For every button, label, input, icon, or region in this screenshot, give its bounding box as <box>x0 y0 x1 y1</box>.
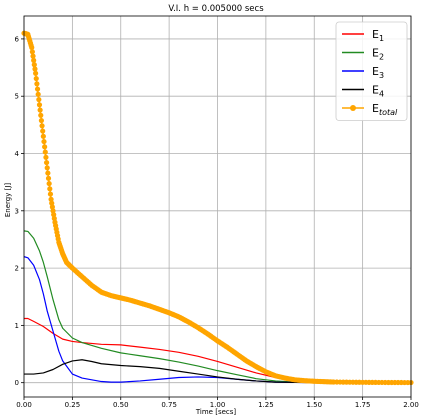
grid <box>23 16 412 397</box>
data-point <box>30 53 36 59</box>
data-point <box>46 180 52 187</box>
x-tick-label: 1.00 <box>210 401 226 409</box>
chart-title: V.I. h = 0.005000 secs <box>168 4 264 14</box>
legend-label-base: E <box>372 47 379 60</box>
legend-label-subscript: 2 <box>379 53 384 62</box>
series-line <box>23 230 412 384</box>
legend-box <box>335 21 408 121</box>
series-line <box>24 359 412 384</box>
x-tick-label: 0.75 <box>161 401 177 409</box>
legend-marker <box>350 105 356 111</box>
data-point <box>47 186 53 192</box>
data-point <box>51 212 57 218</box>
x-tick-label: 0.00 <box>16 401 32 409</box>
legend-label: E4 <box>372 84 384 99</box>
data-point <box>45 170 51 176</box>
legend-label: E3 <box>372 65 384 80</box>
x-tick-label: 0.25 <box>65 401 81 409</box>
data-point <box>38 117 45 124</box>
data-point <box>42 144 48 150</box>
x-ticks: 0.00 0.25 0.50 0.75 1.00 1.25 1.50 1.75 2.00 <box>16 397 419 409</box>
data-point <box>40 128 46 134</box>
y-tick-label: 6 <box>15 35 20 43</box>
data-point <box>45 175 52 181</box>
data-point <box>36 102 43 108</box>
y-tick-label: 4 <box>15 150 20 158</box>
data-point <box>29 49 35 55</box>
legend-label: E1 <box>372 28 384 43</box>
data-point <box>32 66 38 72</box>
data-point <box>37 107 43 113</box>
legend-label-base: E <box>372 102 379 115</box>
data-point <box>38 112 44 118</box>
legend-item: E3 <box>342 65 384 80</box>
series-e-4 <box>24 359 412 384</box>
series-layer <box>21 30 414 386</box>
data-point <box>34 81 40 87</box>
legend-label: Etotal <box>372 102 398 117</box>
legend-item: E2 <box>342 47 384 62</box>
data-point <box>50 208 56 214</box>
data-point <box>40 133 46 139</box>
x-tick-label: 1.25 <box>258 401 274 409</box>
legend-label-subscript: 3 <box>379 71 384 80</box>
series-e-total <box>21 30 414 386</box>
x-tick-label: 2.00 <box>403 401 419 409</box>
legend-label-subscript: 1 <box>379 34 384 43</box>
y-tick-label: 2 <box>15 265 19 273</box>
data-point <box>42 149 48 155</box>
legend-item: E1 <box>342 28 384 43</box>
series-e-2 <box>23 230 412 384</box>
data-point <box>39 123 45 129</box>
data-point <box>31 62 37 68</box>
data-point <box>49 204 55 210</box>
legend-label-base: E <box>372 65 379 78</box>
legend-label-base: E <box>372 84 379 97</box>
legend-item: E4 <box>342 84 384 99</box>
data-point <box>33 70 39 76</box>
data-point <box>29 44 35 51</box>
data-point <box>48 196 54 202</box>
y-tick-label: 0 <box>15 379 19 387</box>
y-axis-label: Energy [J] <box>4 183 12 218</box>
x-tick-label: 1.50 <box>306 401 322 409</box>
data-point <box>43 154 49 160</box>
data-point <box>36 96 42 103</box>
data-point <box>34 86 41 92</box>
x-tick-label: 0.50 <box>113 401 129 409</box>
data-point <box>33 75 39 82</box>
y-ticks: 0 1 2 3 4 5 6 <box>15 35 24 387</box>
y-tick-label: 1 <box>15 322 19 330</box>
y-tick-label: 3 <box>15 207 19 215</box>
legend-label-subscript: total <box>379 108 398 117</box>
data-point <box>51 215 57 222</box>
x-tick-label: 1.75 <box>355 401 371 409</box>
data-point <box>44 165 50 171</box>
legend-label: E2 <box>372 47 384 62</box>
data-point <box>41 138 47 145</box>
data-point <box>43 159 50 166</box>
y-tick-label: 5 <box>15 93 19 101</box>
data-point <box>47 191 54 197</box>
data-point <box>35 91 41 97</box>
data-point <box>49 200 55 206</box>
legend-label-base: E <box>372 28 379 41</box>
data-point <box>31 57 37 64</box>
legend-item: Etotal <box>342 102 398 117</box>
legend-label-subscript: 4 <box>379 90 384 99</box>
x-axis-label: Time [secs] <box>195 408 237 416</box>
